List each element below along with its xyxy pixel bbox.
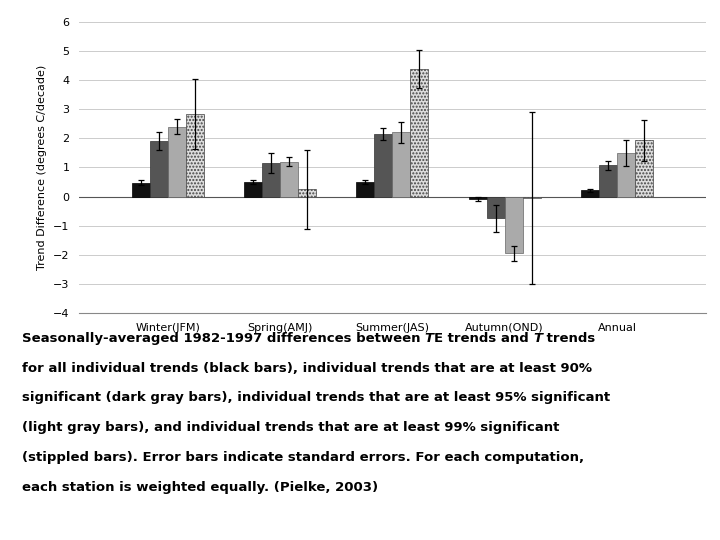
Text: T: T [425,332,433,345]
Bar [617,153,635,197]
Bar [298,189,316,197]
Text: each station is weighted equally. (Pielke, 2003): each station is weighted equally. (Pielk… [22,481,378,494]
Text: trends and: trends and [443,332,534,345]
Bar [410,69,428,197]
Bar [599,165,617,197]
Text: T: T [534,332,542,345]
Bar [374,134,392,197]
Bar [635,140,653,197]
Bar [487,197,505,218]
Bar [132,183,150,197]
Text: Seasonally-averaged 1982-1997 differences between: Seasonally-averaged 1982-1997 difference… [22,332,425,345]
Bar [469,197,487,199]
Bar [262,163,280,197]
Bar [186,114,204,197]
Bar [392,132,410,197]
Y-axis label: Trend Difference (degrees C/decade): Trend Difference (degrees C/decade) [37,65,48,270]
Text: trends: trends [542,332,595,345]
Bar [244,182,262,197]
Text: (stippled bars). Error bars indicate standard errors. For each computation,: (stippled bars). Error bars indicate sta… [22,451,584,464]
Bar [523,197,541,198]
Bar [581,190,599,197]
Text: for all individual trends (black bars), individual trends that are at least 90%: for all individual trends (black bars), … [22,362,592,375]
Text: significant (dark gray bars), individual trends that are at least 95% significan: significant (dark gray bars), individual… [22,392,610,404]
Bar [168,126,186,197]
Bar [280,161,298,197]
Bar [150,141,168,197]
Text: E: E [433,332,443,345]
Bar [356,182,374,197]
Bar [505,197,523,253]
Text: (light gray bars), and individual trends that are at least 99% significant: (light gray bars), and individual trends… [22,421,559,434]
